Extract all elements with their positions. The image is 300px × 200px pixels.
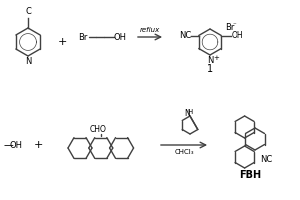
Text: OH: OH: [114, 32, 127, 42]
Text: Br: Br: [225, 22, 234, 31]
Text: H: H: [188, 109, 193, 115]
Text: FBH: FBH: [239, 170, 261, 180]
Text: OH: OH: [231, 31, 243, 40]
Text: N: N: [184, 109, 190, 118]
Text: +: +: [57, 37, 67, 47]
Text: N: N: [25, 57, 31, 66]
Text: —: —: [4, 140, 14, 150]
Text: +: +: [213, 55, 219, 61]
Text: reflux: reflux: [140, 27, 160, 33]
Text: ⁻: ⁻: [233, 22, 237, 28]
Text: NC: NC: [179, 31, 191, 40]
Text: C: C: [26, 7, 32, 16]
Text: CHO: CHO: [89, 125, 106, 134]
Text: CHCl₃: CHCl₃: [174, 149, 194, 155]
Text: OH: OH: [10, 140, 23, 150]
Text: Br: Br: [78, 32, 87, 42]
Text: N: N: [207, 56, 213, 65]
Text: NC: NC: [260, 156, 272, 164]
Text: 1: 1: [207, 64, 213, 74]
Text: +: +: [33, 140, 43, 150]
